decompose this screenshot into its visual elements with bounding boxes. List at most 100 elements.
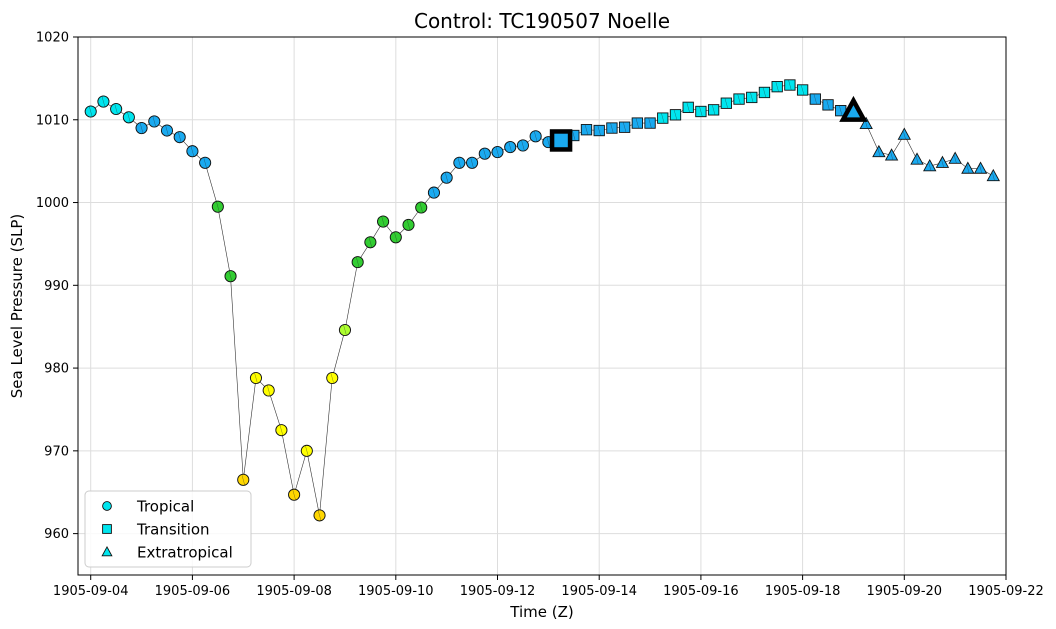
marker-detail — [839, 105, 843, 116]
marker-detail — [902, 129, 906, 140]
highlight-square — [549, 129, 573, 152]
marker-detail — [966, 163, 970, 174]
marker-detail — [330, 372, 334, 384]
marker-detail — [394, 232, 398, 243]
highlight-triangle — [839, 95, 868, 122]
y-axis-title: Sea Level Pressure (SLP) — [8, 214, 26, 399]
marker-detail — [699, 106, 703, 117]
marker-detail — [241, 474, 245, 485]
marker-detail — [343, 324, 347, 336]
legend-label: Transition — [136, 521, 210, 539]
marker-detail — [406, 219, 411, 230]
marker-detail — [597, 125, 601, 136]
x-tick-label: 1905-09-06 — [155, 584, 231, 599]
marker-detail — [254, 372, 258, 384]
marker-detail — [686, 102, 690, 113]
marker-detail — [190, 146, 195, 157]
y-axis-ticks: 960 970 980 990 1000 1010 1020 — [36, 31, 78, 542]
y-tick-label: 1000 — [36, 196, 69, 211]
x-axis-title: Time (Z) — [509, 603, 573, 621]
marker-detail — [788, 80, 792, 90]
marker-detail — [508, 141, 512, 153]
marker-detail — [572, 130, 576, 141]
marker-detail — [813, 94, 817, 104]
marker-detail — [546, 137, 550, 148]
marker-detail — [521, 140, 525, 151]
marker-detail — [928, 161, 932, 172]
marker-detail — [114, 103, 118, 115]
marker-detail — [801, 85, 805, 95]
x-tick-label: 1905-09-08 — [256, 584, 332, 599]
x-tick-label: 1905-09-04 — [53, 584, 129, 599]
marker-detail — [178, 132, 182, 143]
marker-detail — [623, 122, 627, 132]
marker-detail — [203, 157, 207, 168]
marker-detail — [216, 201, 220, 212]
y-tick-label: 970 — [44, 444, 69, 459]
marker-detail — [419, 202, 423, 213]
legend-box — [84, 490, 252, 568]
marker-detail — [89, 106, 93, 117]
x-tick-label: 1905-09-16 — [663, 584, 739, 599]
marker-detail — [317, 510, 322, 521]
legend-label: Tropical — [136, 498, 194, 516]
marker-detail — [635, 118, 639, 128]
highlight-markers — [549, 95, 868, 152]
marker-detail — [228, 271, 233, 282]
x-tick-label: 1905-09-12 — [460, 584, 536, 599]
marker-detail — [737, 94, 741, 104]
y-tick-label: 980 — [44, 362, 69, 377]
marker-detail — [915, 154, 919, 165]
x-tick-label: 1905-09-20 — [867, 584, 943, 599]
marker-detail — [724, 98, 728, 108]
x-tick-label: 1905-09-18 — [765, 584, 841, 599]
marker-detail — [661, 113, 665, 123]
x-tick-label: 1905-09-10 — [358, 584, 434, 599]
marker-detail — [152, 116, 156, 127]
y-tick-label: 990 — [44, 279, 69, 294]
marker-detail — [889, 150, 894, 161]
data-points — [84, 79, 1000, 522]
marker-detail — [292, 489, 296, 500]
marker-detail — [368, 237, 373, 248]
x-tick-label: 1905-09-22 — [968, 584, 1044, 599]
marker-detail — [610, 123, 614, 133]
marker-detail — [750, 92, 754, 103]
legend-square-marker — [102, 524, 112, 534]
marker-detail — [127, 112, 131, 123]
marker-detail — [165, 125, 169, 136]
marker-detail — [356, 257, 360, 268]
marker-detail — [712, 105, 716, 115]
marker-detail — [483, 148, 487, 159]
marker-detail — [445, 172, 449, 183]
marker-detail — [457, 157, 462, 168]
marker-detail — [826, 100, 830, 110]
y-tick-label: 1020 — [36, 31, 69, 46]
x-axis-ticks: 1905-09-04 1905-09-06 1905-09-08 1905-09-10… — [53, 575, 1044, 599]
y-tick-label: 960 — [44, 527, 69, 542]
marker-detail — [991, 171, 995, 181]
marker-detail — [305, 445, 309, 456]
marker-detail — [470, 157, 474, 168]
marker-detail — [279, 425, 284, 436]
marker-detail — [673, 110, 678, 120]
x-tick-label: 1905-09-14 — [561, 584, 637, 599]
marker-detail — [584, 124, 589, 135]
marker-detail — [139, 122, 144, 134]
marker-detail — [953, 153, 957, 164]
marker-detail — [495, 146, 500, 158]
marker-detail — [940, 157, 945, 168]
marker-detail — [534, 131, 538, 142]
marker-detail — [775, 81, 779, 92]
marker-detail — [978, 163, 983, 174]
y-tick-label: 1010 — [36, 113, 69, 128]
chart-title: Control: TC190507 Noelle — [414, 9, 670, 33]
marker-detail — [648, 118, 652, 128]
plot-frame — [77, 36, 1007, 576]
legend-triangle-marker — [101, 546, 113, 557]
marker-detail — [762, 87, 767, 98]
marker-detail — [381, 216, 385, 227]
legend: Tropical Transition Extratropical — [84, 490, 252, 568]
marker-detail — [432, 187, 436, 198]
